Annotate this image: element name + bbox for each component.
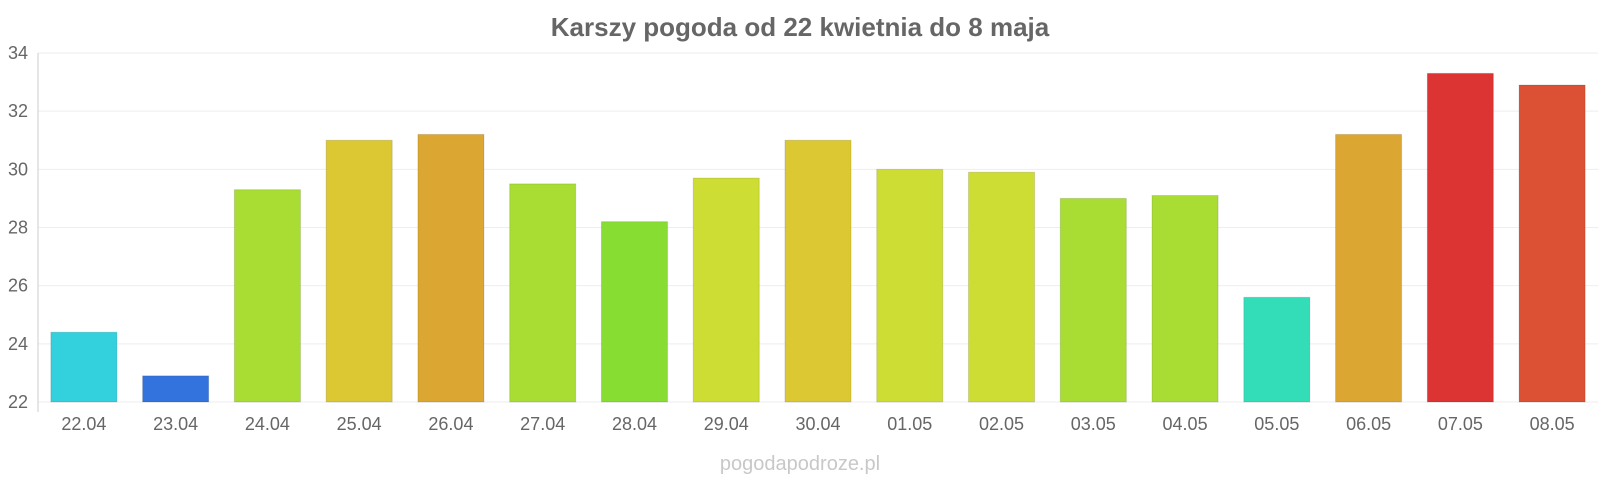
bars [50, 72, 1586, 403]
x-tick-label: 30.04 [795, 414, 840, 434]
x-tick-label: 24.04 [245, 414, 290, 434]
x-tick-label: 25.04 [337, 414, 382, 434]
bar-23.04 [142, 375, 210, 403]
bar-30.04 [784, 139, 852, 403]
bar-06.05 [1335, 133, 1403, 403]
bar-02.05 [967, 171, 1036, 403]
bar-24.04 [233, 189, 301, 403]
x-tick-label: 02.05 [979, 414, 1024, 434]
watermark: pogodapodroze.pl [720, 453, 880, 475]
y-tick-label: 30 [8, 159, 28, 179]
bar-27.04 [509, 183, 577, 403]
x-tick-label: 05.05 [1254, 414, 1299, 434]
x-tick-label: 23.04 [153, 414, 198, 434]
bar-22.04 [50, 331, 118, 403]
bar-01.05 [876, 168, 944, 403]
x-tick-label: 26.04 [428, 414, 473, 434]
x-tick-label: 04.05 [1163, 414, 1208, 434]
bar-29.04 [692, 177, 760, 403]
x-tick-label: 28.04 [612, 414, 657, 434]
x-tick-label: 07.05 [1438, 414, 1483, 434]
x-tick-label: 29.04 [704, 414, 749, 434]
x-tick-label: 08.05 [1530, 414, 1575, 434]
bar-28.04 [600, 221, 669, 403]
y-tick-label: 26 [8, 276, 28, 296]
x-tick-label: 03.05 [1071, 414, 1116, 434]
bar-04.05 [1151, 195, 1219, 403]
y-tick-label: 22 [8, 392, 28, 412]
bar-05.05 [1243, 296, 1311, 403]
y-tick-label: 34 [8, 43, 28, 63]
bar-03.05 [1059, 197, 1127, 403]
y-axis-ticks: 22 24 26 28 30 32 34 [8, 43, 28, 412]
y-tick-label: 24 [8, 334, 28, 354]
bar-07.05 [1426, 72, 1494, 403]
x-tick-label: 27.04 [520, 414, 565, 434]
y-tick-label: 28 [8, 218, 28, 238]
chart-title: Karszy pogoda od 22 kwietnia do 8 maja [551, 12, 1050, 42]
x-tick-label: 22.04 [61, 414, 106, 434]
x-axis-ticks: 22.04 23.04 24.04 25.04 26.04 27.04 28.04 29.04… [61, 414, 1574, 434]
bar-26.04 [417, 133, 485, 403]
x-tick-label: 06.05 [1346, 414, 1391, 434]
bar-25.04 [325, 139, 393, 403]
x-tick-label: 01.05 [887, 414, 932, 434]
bar-08.05 [1518, 84, 1586, 403]
y-tick-label: 32 [8, 101, 28, 121]
